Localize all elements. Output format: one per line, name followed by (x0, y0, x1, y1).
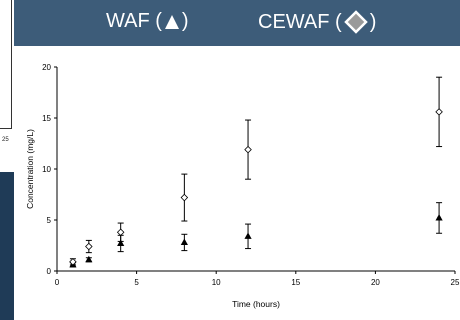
y-tick-label: 10 (42, 165, 51, 174)
legend-waf-label: WAF ( (106, 10, 162, 32)
x-tick-label: 15 (291, 278, 300, 287)
fragment-vertical-line (11, 0, 12, 128)
cewaf-point (116, 228, 125, 237)
legend-cewaf-label: CEWAF ( (258, 10, 342, 33)
x-tick-label: 25 (451, 278, 460, 287)
cewaf-point (69, 258, 77, 266)
waf-point (85, 255, 93, 263)
x-tick-label: 0 (55, 278, 60, 287)
x-tick-label: 20 (371, 278, 380, 287)
y-tick-label: 20 (42, 63, 51, 72)
diamond-icon (343, 10, 368, 34)
x-tick-label: 10 (212, 278, 221, 287)
waf-point (244, 232, 252, 239)
y-axis-title: Concentration (mg/L) (25, 129, 35, 209)
cewaf-point (180, 193, 189, 202)
filled-triangle-icon (164, 14, 179, 29)
y-tick-label: 5 (47, 216, 52, 225)
waf-point (435, 213, 443, 221)
legend-waf-close: ) (181, 10, 189, 32)
fragment-horizontal-line (0, 128, 12, 129)
fragment-tick-label: 25 (2, 137, 9, 143)
waf-point (117, 239, 125, 246)
legend-cewaf-close: ) (369, 10, 377, 33)
legend-banner: WAF ( ) CEWAF ( ) (14, 0, 460, 46)
cewaf-point (244, 145, 252, 154)
legend-cewaf: CEWAF ( ) (258, 10, 376, 34)
legend-waf: WAF ( ) (106, 10, 189, 33)
x-axis-title: Time (hours) (232, 299, 280, 309)
waf-point (180, 238, 188, 245)
left-slide-fragment: 25 (0, 0, 14, 320)
y-tick-label: 0 (47, 267, 52, 276)
cewaf-point (85, 242, 93, 251)
fragment-dark-panel (0, 172, 14, 320)
y-tick-label: 15 (42, 114, 51, 123)
x-tick-label: 5 (134, 278, 139, 287)
cewaf-point (435, 108, 443, 116)
